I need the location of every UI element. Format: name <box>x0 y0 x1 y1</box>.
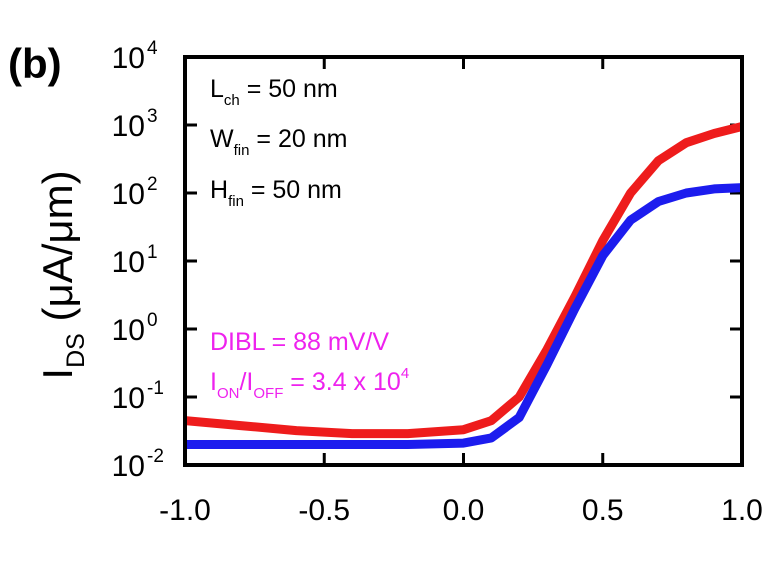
subscript: DS <box>62 333 90 368</box>
series-line <box>185 183 742 449</box>
y-tick-label: 10 -2 <box>112 446 164 483</box>
text-run: H <box>210 176 228 204</box>
subscript: ON <box>217 385 240 402</box>
series-line <box>185 122 742 439</box>
text-run: L <box>210 75 224 103</box>
x-tick-label: 0.5 <box>582 494 624 527</box>
subscript: OFF <box>253 385 283 402</box>
annotation: Wfin = 20 nm <box>210 125 347 159</box>
subscript: fin <box>234 142 250 159</box>
tick-exponent: 0 <box>147 310 158 331</box>
panel-label: (b) <box>8 40 62 87</box>
text-run: I <box>210 368 217 396</box>
tick-base: 10 <box>112 382 145 415</box>
y-tick-label: 10 1 <box>112 242 158 279</box>
tick-exponent: 3 <box>147 106 158 127</box>
tick-exponent: -1 <box>147 378 164 399</box>
text-run: = 20 nm <box>249 125 347 153</box>
text-run: I <box>34 368 81 380</box>
subscript: fin <box>228 193 244 210</box>
annotation: Lch = 50 nm <box>210 75 338 109</box>
text-run: /I <box>239 368 253 396</box>
tick-exponent: 4 <box>147 38 158 59</box>
superscript: 4 <box>401 365 409 382</box>
tick-exponent: 2 <box>147 174 158 195</box>
text-run: = 50 nm <box>240 75 338 103</box>
text-run: = 3.4 x 10 <box>283 368 400 396</box>
annotation: DIBL = 88 mV/V <box>210 328 389 356</box>
y-axis-label: IDS (μA/μm) <box>34 170 90 379</box>
y-tick-label: 10 0 <box>112 310 158 347</box>
y-tick-label: 10 -1 <box>112 378 164 415</box>
subscript: ch <box>224 92 240 109</box>
text-run: DIBL = 88 mV/V <box>210 328 389 356</box>
tick-base: 10 <box>112 110 145 143</box>
tick-base: 10 <box>112 450 145 483</box>
y-tick-label: 10 2 <box>112 174 158 211</box>
x-tick-label: 0.0 <box>443 494 485 527</box>
text-run: W <box>210 125 234 153</box>
tick-base: 10 <box>112 246 145 279</box>
annotation: Hfin = 50 nm <box>210 176 342 210</box>
y-tick-label: 10 4 <box>112 38 158 75</box>
x-tick-label: -0.5 <box>298 494 350 527</box>
annotation: ION/IOFF = 3.4 x 104 <box>210 365 409 402</box>
x-tick-label: 1.0 <box>721 494 763 527</box>
text-run: (μA/μm) <box>34 170 81 333</box>
x-tick-label: -1.0 <box>159 494 211 527</box>
y-tick-label: 10 3 <box>112 106 158 143</box>
text-run: = 50 nm <box>244 176 342 204</box>
tick-exponent: -2 <box>147 446 164 467</box>
tick-exponent: 1 <box>147 242 158 263</box>
plot-frame <box>183 55 744 467</box>
tick-base: 10 <box>112 314 145 347</box>
tick-base: 10 <box>112 42 145 75</box>
tick-base: 10 <box>112 178 145 211</box>
